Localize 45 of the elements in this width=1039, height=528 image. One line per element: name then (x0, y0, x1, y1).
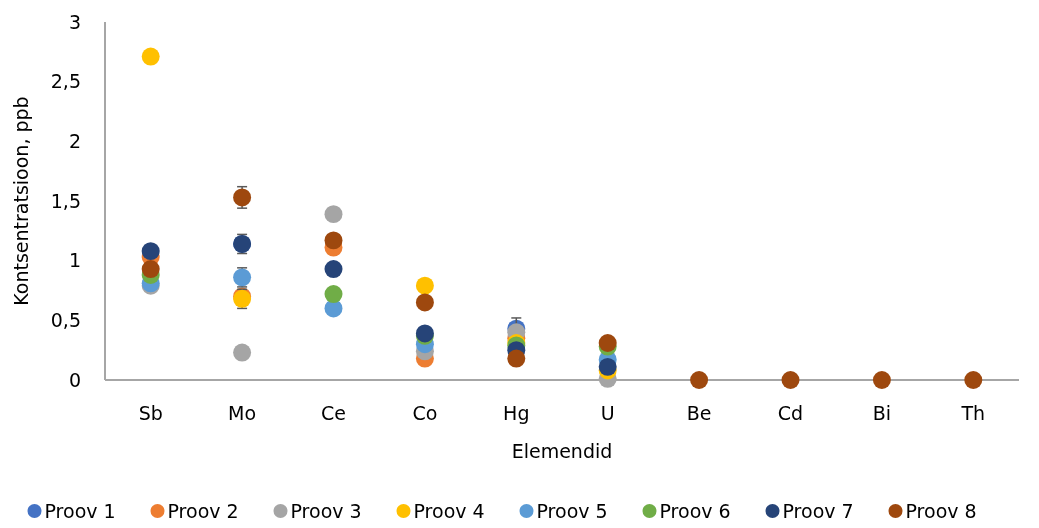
point (233, 188, 252, 207)
x-tick-label: Sb (138, 402, 163, 424)
y-axis-title: Kontsentratsioon, ppb (10, 96, 32, 306)
point (324, 231, 343, 250)
y-tick-label: 2,5 (50, 70, 81, 93)
point (507, 349, 526, 368)
y-tick-label: 1 (68, 249, 81, 272)
x-tick-label: U (600, 402, 615, 424)
x-tick-label: Co (412, 402, 438, 424)
x-tick-label: Th (960, 402, 986, 424)
point (690, 371, 709, 389)
legend-label: Proov 4 (413, 500, 485, 522)
legend-label: Proov 5 (536, 500, 608, 522)
point (964, 371, 983, 389)
legend-label: Proov 8 (905, 500, 977, 522)
legend-label: Proov 7 (782, 500, 854, 522)
point (415, 276, 434, 295)
point (872, 371, 891, 389)
point (233, 343, 252, 362)
point (598, 334, 617, 352)
x-tick-label: Be (686, 402, 712, 424)
point (781, 371, 800, 389)
y-tick-label: 2 (68, 129, 81, 152)
point (141, 242, 160, 261)
point (324, 260, 343, 278)
x-tick-label: Hg (503, 402, 530, 424)
x-tick-label: Mo (228, 402, 257, 424)
point (598, 357, 617, 376)
point (141, 47, 160, 66)
x-tick-label: Bi (872, 402, 892, 424)
point (141, 260, 160, 278)
y-tick-label: 1,5 (50, 189, 81, 212)
point (324, 285, 343, 304)
legend-label: Proov 6 (659, 500, 731, 522)
legend-label: Proov 2 (167, 500, 239, 522)
point (415, 293, 434, 312)
y-tick-label: 0,5 (50, 308, 81, 331)
y-tick-label: 3 (68, 10, 81, 33)
x-tick-label: Cd (777, 402, 804, 424)
legend-label: Proov 1 (44, 500, 116, 522)
legend-label: Proov 3 (290, 500, 362, 522)
point (324, 205, 343, 224)
y-tick-label: 0 (68, 368, 81, 391)
x-axis-title: Elemendid (511, 440, 613, 462)
x-tick-label: Ce (321, 402, 346, 424)
